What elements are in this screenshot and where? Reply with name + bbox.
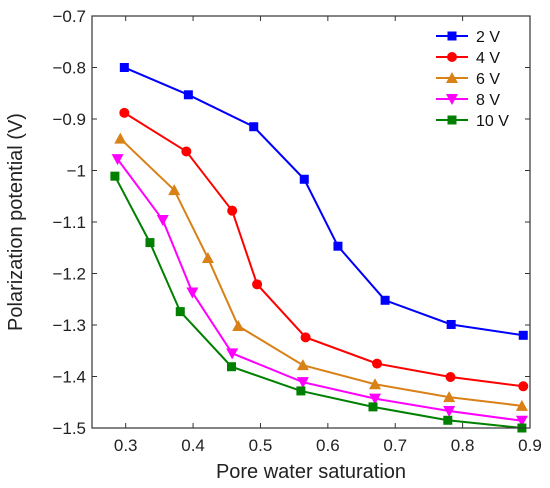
data-point xyxy=(186,287,199,299)
data-point xyxy=(296,377,309,389)
series-line xyxy=(114,175,523,429)
legend-marker xyxy=(447,52,457,62)
x-tick-label: 0.8 xyxy=(451,436,475,455)
data-point xyxy=(296,359,309,371)
data-point xyxy=(368,402,378,412)
data-point xyxy=(380,295,390,305)
x-tick-label: 0.9 xyxy=(518,436,542,455)
y-tick-label: −1 xyxy=(67,162,86,181)
series-line xyxy=(119,137,523,407)
legend-label: 10 V xyxy=(476,113,509,130)
series-line xyxy=(123,66,524,337)
data-point xyxy=(111,154,124,166)
data-point xyxy=(226,348,239,360)
data-point xyxy=(183,90,193,100)
data-point xyxy=(181,146,192,157)
data-point xyxy=(110,171,120,181)
data-point xyxy=(445,372,456,383)
data-point xyxy=(232,320,245,332)
x-tick-label: 0.7 xyxy=(383,436,407,455)
data-point xyxy=(369,378,382,390)
data-point xyxy=(333,241,343,251)
x-tick-label: 0.3 xyxy=(114,436,138,455)
legend-marker xyxy=(446,94,458,105)
x-tick-label: 0.5 xyxy=(249,436,273,455)
legend-marker xyxy=(447,115,457,125)
data-point xyxy=(299,174,309,184)
y-tick-label: −1.1 xyxy=(52,213,86,232)
data-point xyxy=(114,132,127,144)
legend-label: 6 V xyxy=(476,71,500,88)
data-point xyxy=(515,399,528,411)
data-point xyxy=(168,184,181,196)
series-line xyxy=(116,158,523,422)
legend-label: 8 V xyxy=(476,92,500,109)
data-point xyxy=(518,381,529,392)
data-point xyxy=(119,107,130,118)
data-point xyxy=(443,406,456,418)
legend-marker xyxy=(447,31,457,41)
data-point xyxy=(175,307,185,317)
chart-legend: 2 V 4 V 6 V 8 V 10 V xyxy=(436,29,509,130)
y-tick-label: −0.8 xyxy=(52,59,86,78)
data-point xyxy=(372,358,383,369)
legend-label: 4 V xyxy=(476,50,500,67)
data-point xyxy=(119,63,129,72)
data-point xyxy=(227,205,238,216)
data-point xyxy=(443,391,456,403)
y-tick-label: −1.5 xyxy=(52,419,86,438)
data-point xyxy=(252,279,263,290)
data-point xyxy=(369,393,382,405)
x-axis-label: Pore water saturation xyxy=(216,461,406,483)
data-point xyxy=(518,330,528,340)
series-layer xyxy=(110,63,529,433)
y-tick-label: −1.4 xyxy=(52,368,86,387)
data-point xyxy=(249,122,259,132)
y-tick-label: −1.2 xyxy=(52,265,86,284)
x-tick-label: 0.4 xyxy=(181,436,205,455)
data-point xyxy=(296,386,306,396)
y-axis-label: Polarization potential (V) xyxy=(5,113,27,331)
legend-label: 2 V xyxy=(476,29,500,46)
data-point xyxy=(156,214,169,226)
y-tick-label: −0.7 xyxy=(52,7,86,26)
series-line xyxy=(123,111,524,388)
data-point xyxy=(446,319,456,329)
legend-marker xyxy=(446,72,458,83)
data-point xyxy=(201,252,214,264)
data-point xyxy=(515,415,528,427)
data-point xyxy=(300,332,311,343)
y-tick-label: −1.3 xyxy=(52,316,86,335)
data-point xyxy=(145,238,155,248)
x-tick-label: 0.6 xyxy=(316,436,340,455)
y-tick-label: −0.9 xyxy=(52,110,86,129)
axis-ticks: 0.3 0.4 0.5 0.6 0.7 0.8 0.9 −1.5 −1.4 −1.3 −1.2 −1.… xyxy=(52,7,541,455)
data-point xyxy=(443,415,453,425)
data-point xyxy=(226,362,236,372)
